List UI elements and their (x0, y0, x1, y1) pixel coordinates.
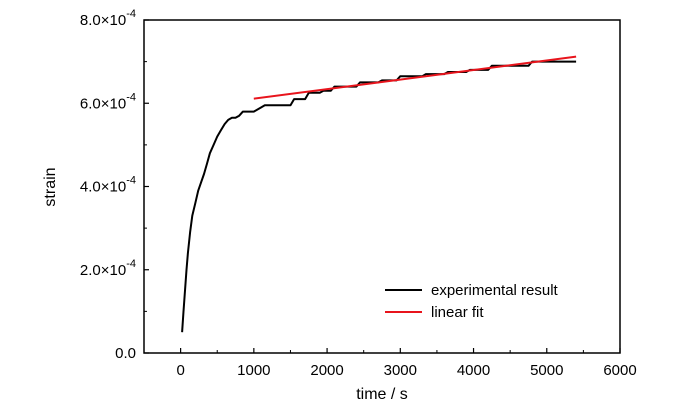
y-tick-label: 0.0 (115, 345, 136, 362)
legend-label-experimental: experimental result (431, 282, 559, 299)
y-tick-label: 2.0×10-4 (80, 258, 136, 279)
y-tick-label: 6.0×10-4 (80, 91, 136, 112)
legend-label-linear-fit: linear fit (431, 304, 484, 321)
series-line-linear-fit (253, 55, 577, 100)
x-tick-label: 2000 (310, 362, 343, 379)
x-tick-label: 5000 (530, 362, 563, 379)
x-tick-label: 1000 (237, 362, 270, 379)
x-axis: 0 1000 2000 3000 4000 5000 6000 (143, 348, 637, 379)
x-tick-label: 6000 (603, 362, 636, 379)
x-axis-title: time / s (356, 386, 408, 403)
y-axis: 0.0 2.0×10-4 4.0×10-4 6.0×10-4 8.0×10-4 (80, 8, 149, 362)
plot-area (181, 55, 577, 333)
plot-frame (143, 19, 621, 354)
x-tick-label: 3000 (384, 362, 417, 379)
x-tick-label: 4000 (457, 362, 490, 379)
x-tick-label: 0 (176, 362, 184, 379)
y-tick-label: 8.0×10-4 (80, 8, 136, 29)
y-tick-label: 4.0×10-4 (80, 175, 136, 196)
y-axis-title: strain (42, 167, 59, 206)
legend: experimental result linear fit (385, 282, 559, 321)
